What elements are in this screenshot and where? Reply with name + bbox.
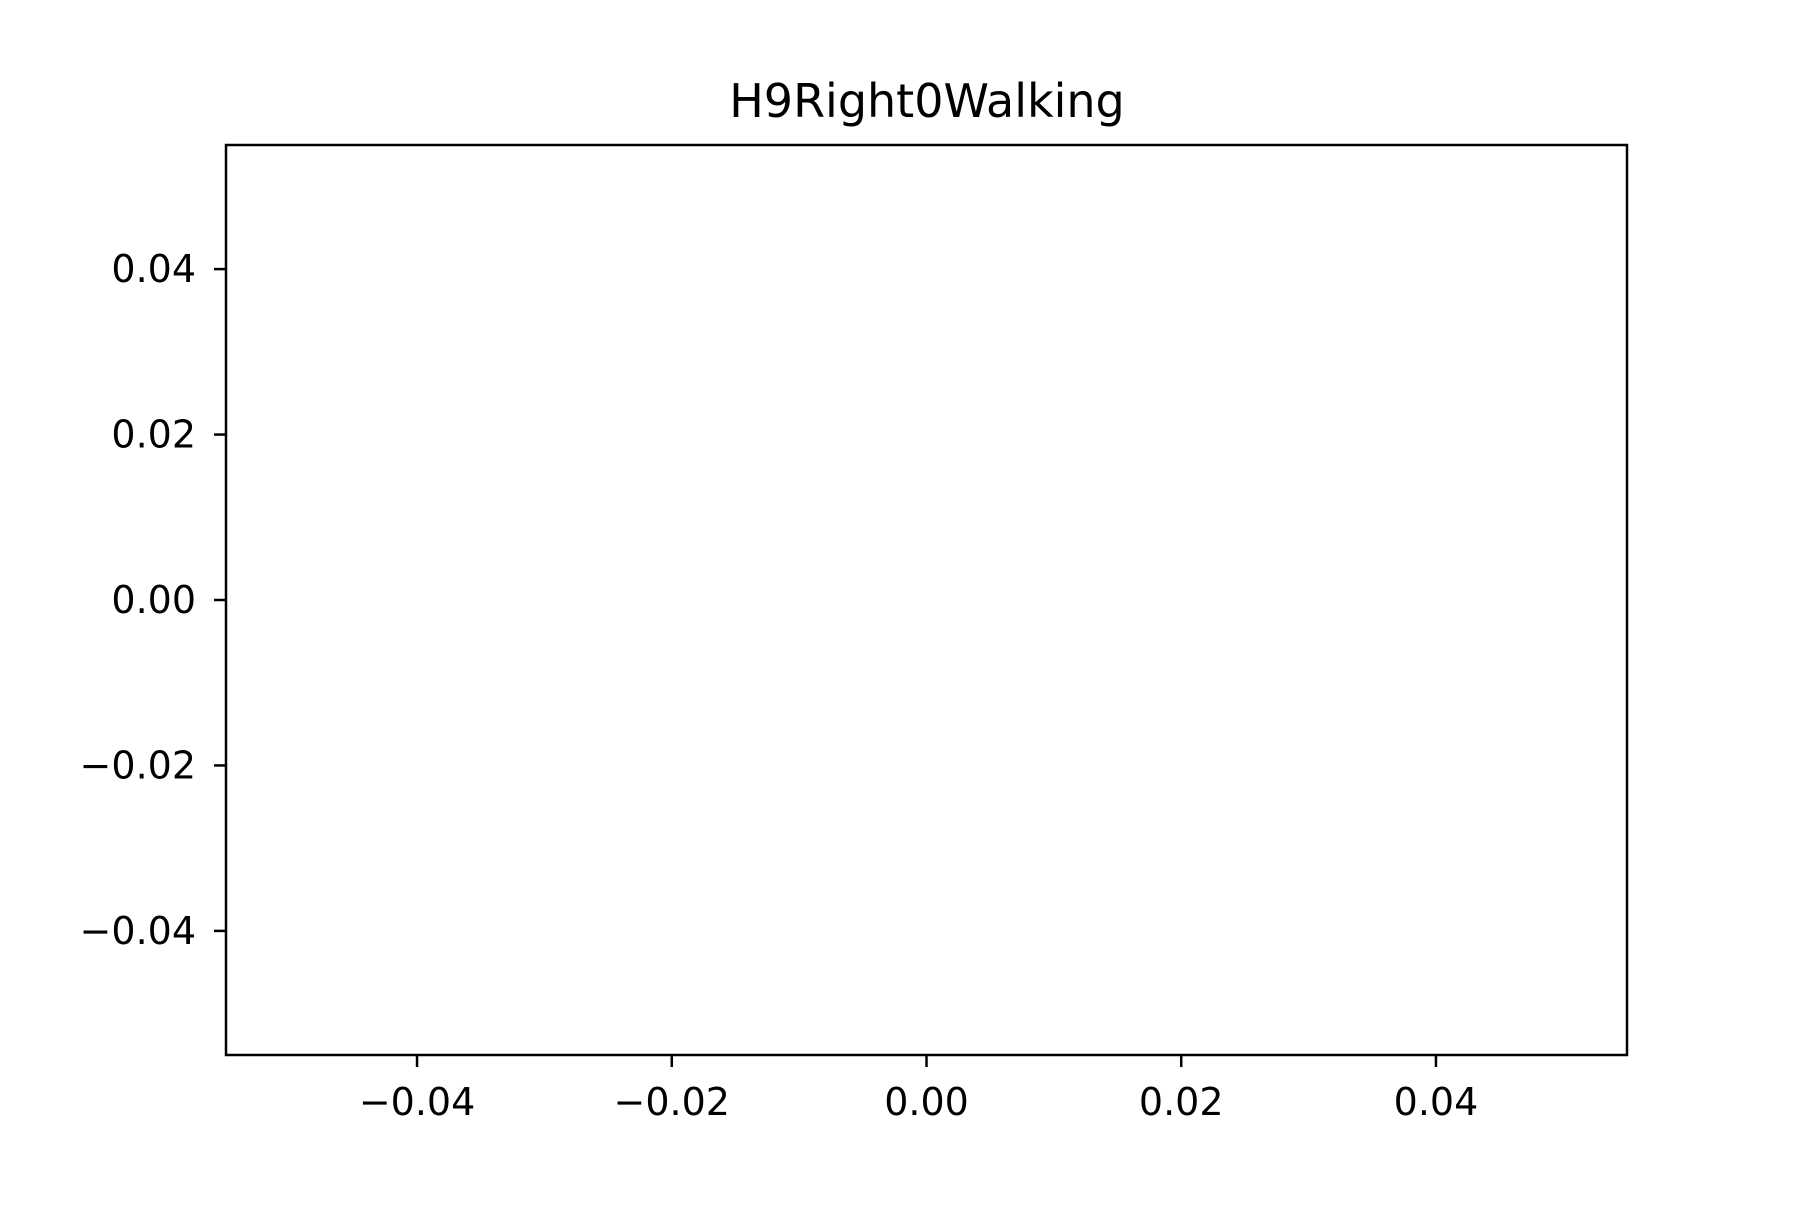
y-tick-label: 0.02 bbox=[111, 413, 196, 457]
x-tick-label: 0.00 bbox=[884, 1080, 969, 1124]
chart-title: H9Right0Walking bbox=[729, 74, 1125, 128]
y-tick-label: −0.04 bbox=[80, 909, 196, 953]
y-axis: 0.04 0.02 0.00 −0.02 −0.04 bbox=[80, 247, 226, 953]
y-tick-label: 0.04 bbox=[111, 247, 196, 291]
y-tick-label: 0.00 bbox=[111, 578, 196, 622]
x-tick-label: −0.04 bbox=[359, 1080, 475, 1124]
x-tick-label: −0.02 bbox=[614, 1080, 730, 1124]
x-tick-label: 0.04 bbox=[1394, 1080, 1479, 1124]
x-tick-label: 0.02 bbox=[1139, 1080, 1224, 1124]
y-tick-label: −0.02 bbox=[80, 743, 196, 787]
x-axis: −0.04 −0.02 0.00 0.02 0.04 bbox=[359, 1055, 1478, 1124]
